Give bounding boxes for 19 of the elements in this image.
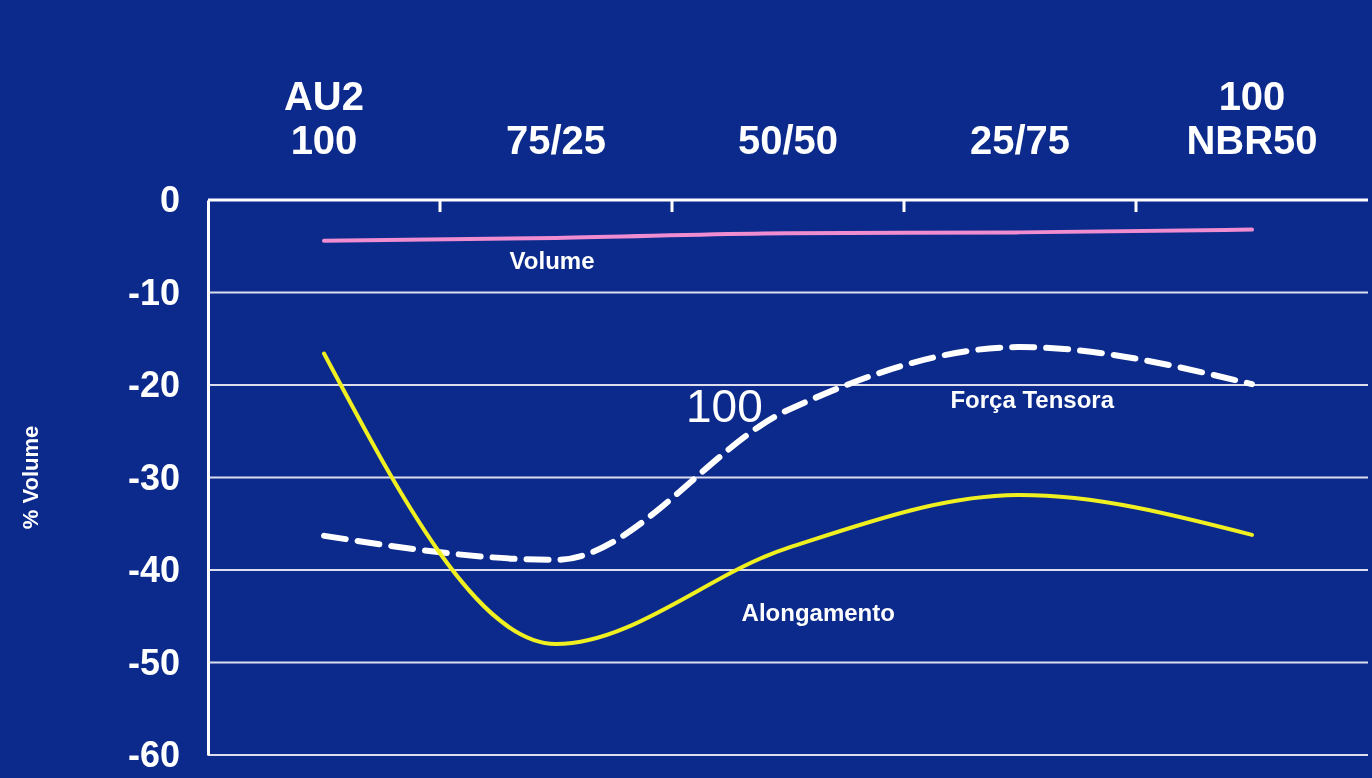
x-tick-label: 50/50 (737, 118, 839, 162)
y-tick-label: -60 (127, 734, 180, 776)
y-tick-label: -30 (127, 456, 180, 498)
y-axis-title: % Volume (18, 425, 43, 530)
y-tick-label: -50 (127, 641, 180, 683)
y-tick-label: -20 (127, 364, 180, 406)
line-series (322, 351, 1254, 646)
y-tick-label: 0 (159, 179, 180, 221)
y-tick-label: -40 (127, 549, 180, 591)
series-label: Alongamento (741, 598, 895, 626)
series-label: Volume (509, 247, 595, 275)
x-tick-label: 25/75 (969, 118, 1071, 162)
x-tick-label: AU2 100 (283, 74, 365, 162)
annotation: 100 (686, 380, 763, 432)
line-series (322, 227, 1254, 243)
x-tick-label: 100 NBR50 (1186, 74, 1318, 162)
y-tick-label: -10 (127, 271, 180, 313)
x-tick-label: 75/25 (505, 118, 607, 162)
series-label: Força Tensora (950, 386, 1115, 414)
